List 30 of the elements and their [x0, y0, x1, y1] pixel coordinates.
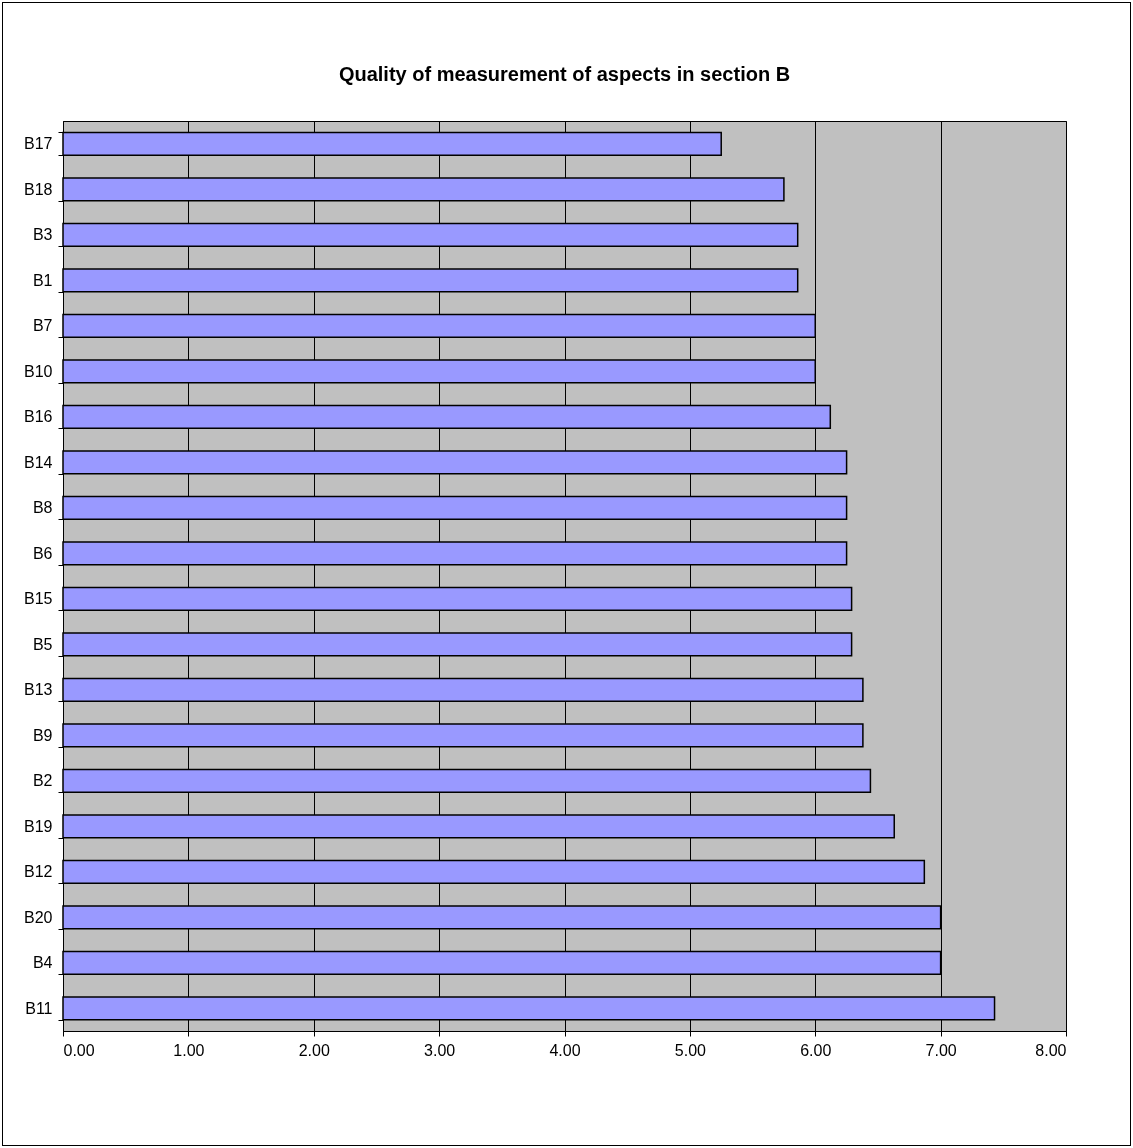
y-tick-label: B4 [32, 954, 53, 972]
y-tick-label: B18 [24, 180, 53, 198]
y-tick-label: B11 [25, 999, 53, 1017]
chart-title: Quality of measurement of aspects in section B [338, 63, 791, 85]
y-tick-label: B7 [32, 317, 53, 335]
y-tick-label: B9 [32, 726, 53, 744]
y-tick-label: B8 [32, 499, 53, 517]
x-tick-label: 0.00 [63, 1041, 95, 1059]
y-tick-label: B10 [24, 362, 53, 380]
y-tick-label: B1 [32, 271, 53, 289]
y-tick-label: B20 [24, 908, 53, 926]
y-tick-label: B19 [24, 817, 53, 835]
x-tick-label: 8.00 [1035, 1041, 1067, 1059]
y-tick-label: B6 [32, 544, 53, 562]
x-tick-label: 4.00 [549, 1041, 581, 1059]
y-tick-label: B2 [32, 772, 53, 790]
y-tick-label: B3 [32, 226, 53, 244]
x-tick-label: 6.00 [800, 1041, 832, 1059]
y-tick-label: B13 [24, 681, 53, 699]
y-tick-label: B15 [24, 590, 53, 608]
x-tick-label: 2.00 [298, 1041, 330, 1059]
x-tick-label: 7.00 [925, 1041, 957, 1059]
y-tick-label: B17 [24, 135, 53, 153]
x-tick-label: 5.00 [674, 1041, 707, 1059]
y-tick-label: B5 [32, 635, 53, 653]
y-tick-label: B16 [24, 408, 53, 426]
x-tick-label: 1.00 [173, 1041, 205, 1059]
y-tick-label: B14 [24, 453, 53, 471]
x-tick-label: 3.00 [424, 1041, 456, 1059]
y-tick-label: B12 [24, 863, 53, 881]
